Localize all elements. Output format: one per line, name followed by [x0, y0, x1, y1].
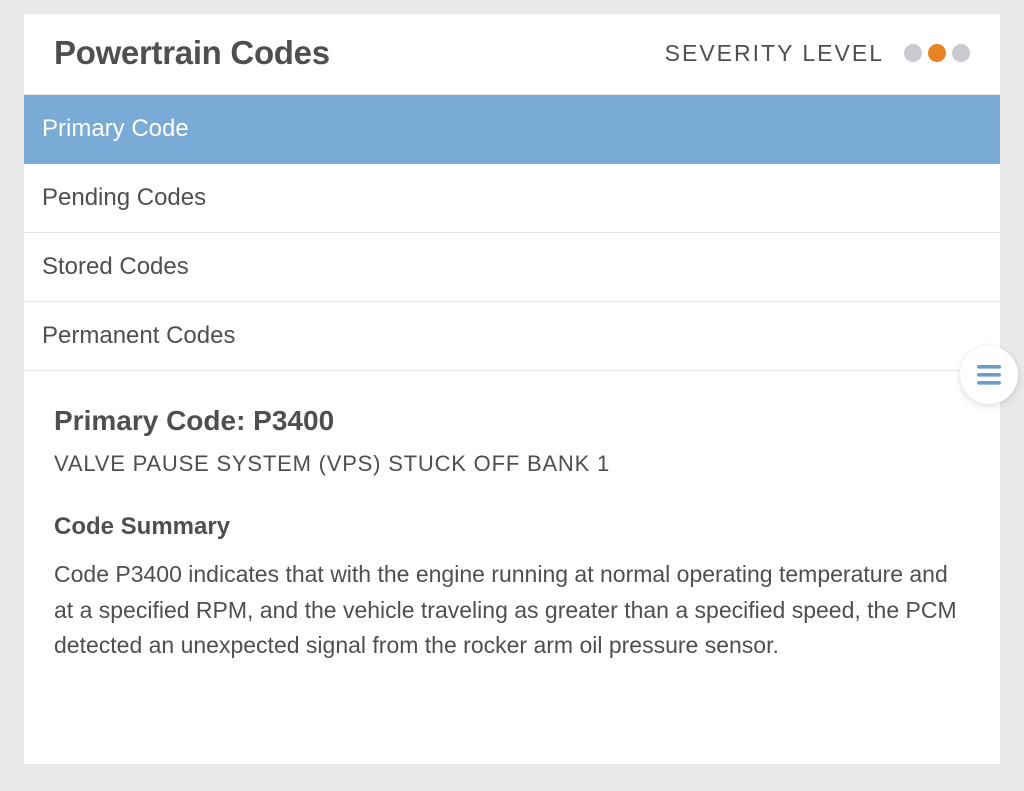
- tab-permanent-codes[interactable]: Permanent Codes: [24, 302, 1000, 371]
- severity-dot-1: [904, 44, 922, 62]
- detail-title: Primary Code: P3400: [54, 405, 970, 437]
- page-title: Powertrain Codes: [54, 34, 330, 72]
- detail-subtitle: VALVE PAUSE SYSTEM (VPS) STUCK OFF BANK …: [54, 451, 970, 477]
- summary-text: Code P3400 indicates that with the engin…: [54, 557, 959, 664]
- tab-label: Permanent Codes: [42, 322, 235, 349]
- menu-fab[interactable]: [960, 346, 1018, 404]
- severity-wrap: SEVERITY LEVEL: [665, 40, 970, 67]
- card-header: Powertrain Codes SEVERITY LEVEL: [24, 14, 1000, 94]
- menu-icon: [977, 365, 1001, 385]
- severity-dot-2: [928, 44, 946, 62]
- tab-list: Primary Code Pending Codes Stored Codes …: [24, 94, 1000, 371]
- severity-dots: [904, 44, 970, 62]
- summary-heading: Code Summary: [54, 513, 970, 541]
- tab-label: Stored Codes: [42, 253, 189, 280]
- powertrain-card: Powertrain Codes SEVERITY LEVEL Primary …: [24, 14, 1000, 764]
- severity-dot-3: [952, 44, 970, 62]
- tab-label: Primary Code: [42, 115, 189, 142]
- severity-label: SEVERITY LEVEL: [665, 40, 884, 67]
- tab-label: Pending Codes: [42, 184, 206, 211]
- detail-section: Primary Code: P3400 VALVE PAUSE SYSTEM (…: [24, 371, 1000, 694]
- tab-stored-codes[interactable]: Stored Codes: [24, 233, 1000, 302]
- tab-primary-code[interactable]: Primary Code: [24, 95, 1000, 164]
- tab-pending-codes[interactable]: Pending Codes: [24, 164, 1000, 233]
